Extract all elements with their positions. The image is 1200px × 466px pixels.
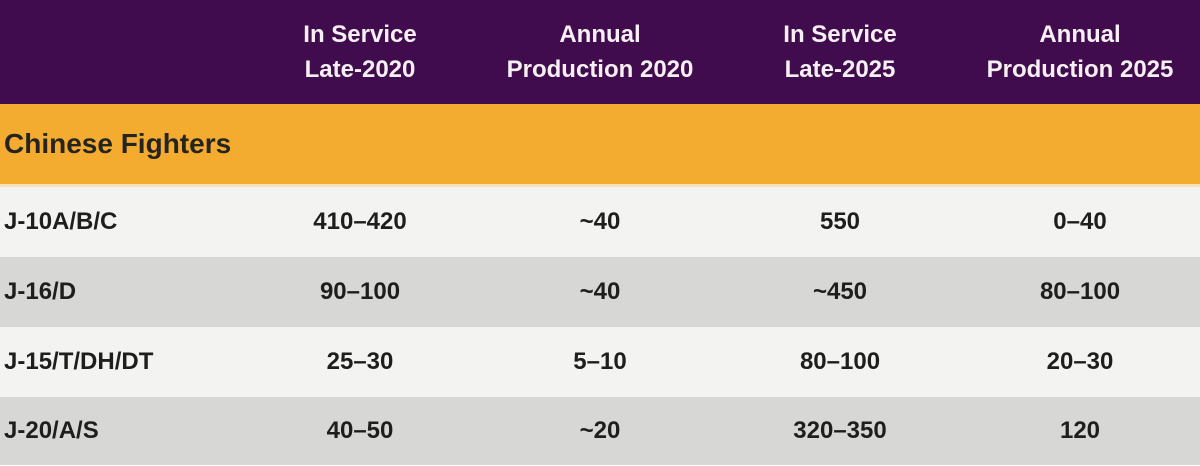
table-row-j16: J-16/D 90–100 ~40 ~450 80–100 [0,257,1200,327]
cell-value: ~450 [812,278,868,305]
cell-value: 550 [819,208,861,235]
cell-value: 410–420 [313,208,407,235]
cell-value: 0–40 [1053,208,1107,235]
header-cell-annual-production-2025: Annual Production 2025 [986,21,1174,83]
section-row-chinese-fighters: Chinese Fighters [0,104,1200,184]
cell-value: 320–350 [793,417,887,444]
cell-value: ~40 [579,208,621,235]
table-row-j20: J-20/A/S 40–50 ~20 320–350 120 [0,397,1200,465]
cell-value: 40–50 [326,417,394,444]
section-title: Chinese Fighters [4,128,232,159]
cell-value: 5–10 [573,348,627,375]
row-label: J-10A/B/C [4,208,118,235]
cell-value: 25–30 [326,348,394,375]
cell-value: 120 [1059,417,1101,444]
table-row-j10: J-10A/B/C 410–420 ~40 550 0–40 [0,187,1200,257]
section-divider [0,184,1200,187]
cell-value: 80–100 [1039,278,1121,305]
header-cell-in-service-2025: In Service Late-2025 [783,21,897,83]
cell-value: 20–30 [1046,348,1114,375]
cell-value: ~20 [579,417,621,444]
row-label: J-16/D [4,278,77,305]
table-row-j15: J-15/T/DH/DT 25–30 5–10 80–100 20–30 [0,327,1200,397]
table-header-row: In Service Late-2020 Annual Production 2… [0,0,1200,104]
row-label: J-20/A/S [4,417,99,444]
header-cell-annual-production-2020: Annual Production 2020 [506,21,694,83]
header-cell-in-service-2020: In Service Late-2020 [303,21,417,83]
cell-value: 80–100 [799,348,881,375]
row-label: J-15/T/DH/DT [4,348,154,375]
cell-value: 90–100 [319,278,401,305]
cell-value: ~40 [579,278,621,305]
